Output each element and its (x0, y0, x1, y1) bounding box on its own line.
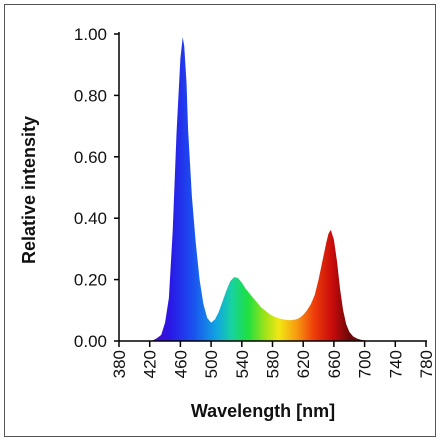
x-tick-label: 780 (417, 350, 436, 378)
chart-frame (4, 4, 436, 437)
y-tick-label: 0.80 (74, 86, 107, 105)
x-tick-label: 700 (356, 350, 375, 378)
x-tick-label: 540 (233, 350, 252, 378)
x-tick-label: 380 (110, 350, 129, 378)
spectrum-area (149, 37, 373, 341)
x-tick-label: 420 (141, 350, 160, 378)
y-tick-label: 0.20 (74, 271, 107, 290)
x-tick-label: 500 (202, 350, 221, 378)
y-tick-label: 1.00 (74, 25, 107, 44)
y-tick-label: 0.40 (74, 209, 107, 228)
x-tick-label: 740 (386, 350, 405, 378)
y-tick-label: 0.00 (74, 332, 107, 351)
y-axis-title: Relative intensity (19, 116, 39, 264)
x-tick-label: 660 (325, 350, 344, 378)
x-axis-title: Wavelength [nm] (191, 401, 335, 421)
x-tick-label: 460 (171, 350, 190, 378)
y-tick-label: 0.60 (74, 148, 107, 167)
x-tick-label: 620 (294, 350, 313, 378)
x-tick-label: 580 (264, 350, 283, 378)
